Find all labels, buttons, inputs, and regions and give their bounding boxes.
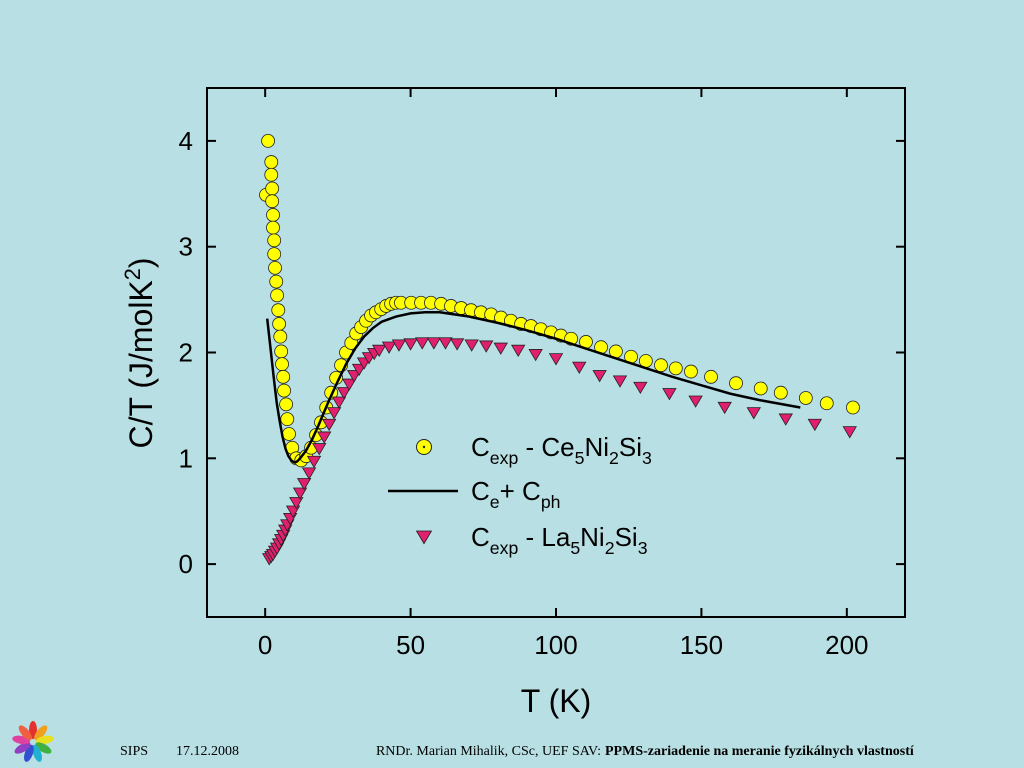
data-point (807, 418, 823, 432)
data-point (612, 375, 628, 388)
data-point (267, 233, 282, 248)
logo (12, 721, 54, 762)
data-point (773, 385, 788, 400)
data-point (267, 247, 282, 262)
x-axis-label: T (K) (521, 683, 592, 719)
data-point (264, 167, 279, 182)
data-point (264, 155, 279, 169)
footer-topic: PPMS-zariadenie na meranie fyzikálnych v… (605, 744, 915, 759)
y-axis-label: C/T (J/molK2) (120, 257, 159, 448)
data-point (846, 400, 860, 415)
data-point (688, 395, 703, 408)
data-point (266, 208, 280, 222)
data-point (280, 412, 295, 427)
data-point (306, 455, 322, 469)
data-point (819, 396, 834, 411)
data-point (296, 478, 312, 491)
legend-symbol (422, 445, 426, 449)
data-point (351, 363, 367, 377)
legend-label: Cexp - Ce5Ni2Si3 (471, 432, 652, 468)
x-tick-label: 150 (680, 630, 723, 660)
data-point (415, 337, 430, 350)
data-point (272, 317, 287, 331)
data-point (654, 358, 668, 373)
data-point (464, 339, 479, 352)
data-point (268, 260, 282, 275)
data-point (301, 467, 317, 480)
data-point (312, 443, 327, 456)
data-point (704, 369, 718, 384)
data-point (274, 344, 289, 359)
data-point (548, 353, 564, 366)
data-point (276, 369, 291, 384)
data-point (265, 181, 280, 196)
legend-label: Cexp - La5Ni2Si3 (471, 522, 648, 558)
x-tick-label: 0 (258, 630, 272, 660)
data-point (321, 418, 337, 432)
data-point (292, 487, 308, 500)
data-point (346, 370, 362, 383)
y-tick-label: 1 (179, 443, 193, 473)
y-tick-label: 4 (179, 126, 193, 156)
data-point (592, 370, 607, 383)
data-point (266, 220, 280, 235)
data-point (391, 339, 407, 352)
data-point (381, 341, 397, 354)
data-point (438, 337, 453, 350)
data-point (275, 357, 289, 372)
x-tick-label: 200 (825, 630, 868, 660)
x-tick-label: 50 (396, 630, 425, 660)
data-point (317, 431, 332, 444)
y-tick-label: 2 (179, 338, 193, 368)
data-point (265, 194, 280, 209)
data-point (271, 303, 286, 318)
data-point (572, 361, 587, 374)
data-point (261, 133, 275, 148)
data-point (493, 342, 508, 355)
data-point (510, 344, 526, 358)
data-point (633, 381, 648, 395)
data-point (668, 361, 683, 376)
data-point (289, 497, 304, 510)
data-point (449, 338, 465, 351)
footer-author: RNDr. Marian Mihalik, CSc, UEF SAV: (376, 744, 601, 759)
data-point (277, 383, 291, 398)
data-point (269, 274, 284, 289)
data-point (403, 338, 418, 351)
data-point (331, 396, 347, 409)
data-point (273, 329, 288, 344)
data-point (746, 407, 761, 420)
data-point (336, 387, 352, 400)
legend-symbol (415, 530, 433, 545)
data-point (426, 337, 442, 350)
x-tick-label: 100 (534, 630, 577, 660)
legend-label: Ce+ Cph (471, 476, 560, 512)
data-point (729, 376, 743, 391)
data-point (342, 378, 357, 391)
data-point (479, 340, 494, 353)
data-point (778, 413, 793, 426)
data-point (282, 427, 296, 441)
data-point (753, 381, 768, 396)
fit-line (265, 311, 801, 464)
footer-date: 17.12.2008 (176, 744, 239, 759)
y-tick-label: 3 (179, 232, 193, 262)
data-point (528, 349, 543, 362)
data-point (371, 344, 387, 358)
data-point (842, 426, 857, 439)
footer-event: SIPS (120, 744, 148, 759)
data-point (662, 388, 677, 401)
data-point (279, 397, 294, 412)
data-point (270, 288, 284, 303)
data-point (717, 401, 732, 415)
data-point (684, 364, 698, 379)
y-tick-label: 0 (179, 549, 193, 579)
data-point (326, 407, 342, 420)
data-point (798, 391, 813, 405)
